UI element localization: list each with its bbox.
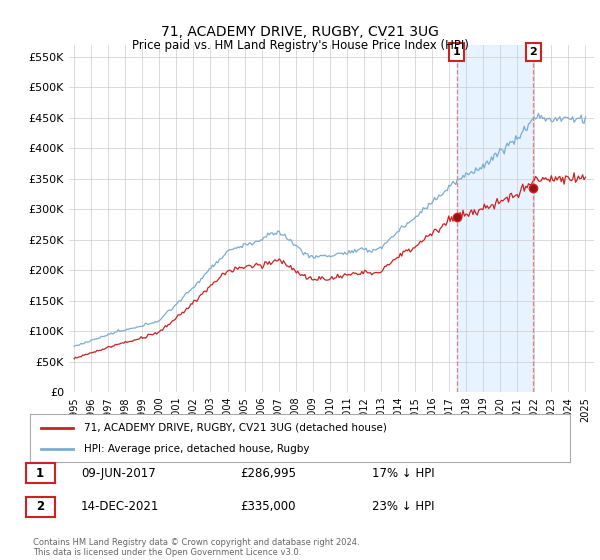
Text: £335,000: £335,000 — [240, 500, 296, 514]
Text: HPI: Average price, detached house, Rugby: HPI: Average price, detached house, Rugb… — [84, 444, 310, 454]
Text: 2: 2 — [530, 47, 538, 57]
Text: Price paid vs. HM Land Registry's House Price Index (HPI): Price paid vs. HM Land Registry's House … — [131, 39, 469, 52]
Text: 17% ↓ HPI: 17% ↓ HPI — [372, 466, 434, 480]
Text: £286,995: £286,995 — [240, 466, 296, 480]
Bar — [457, 45, 533, 392]
Text: 2: 2 — [36, 500, 44, 514]
Text: Contains HM Land Registry data © Crown copyright and database right 2024.
This d: Contains HM Land Registry data © Crown c… — [33, 538, 359, 557]
Text: 71, ACADEMY DRIVE, RUGBY, CV21 3UG (detached house): 71, ACADEMY DRIVE, RUGBY, CV21 3UG (deta… — [84, 423, 387, 433]
Text: 23% ↓ HPI: 23% ↓ HPI — [372, 500, 434, 514]
Text: 71, ACADEMY DRIVE, RUGBY, CV21 3UG: 71, ACADEMY DRIVE, RUGBY, CV21 3UG — [161, 25, 439, 39]
Text: 14-DEC-2021: 14-DEC-2021 — [81, 500, 160, 514]
Text: 1: 1 — [453, 47, 460, 57]
Text: 1: 1 — [36, 466, 44, 480]
Text: 09-JUN-2017: 09-JUN-2017 — [81, 466, 156, 480]
